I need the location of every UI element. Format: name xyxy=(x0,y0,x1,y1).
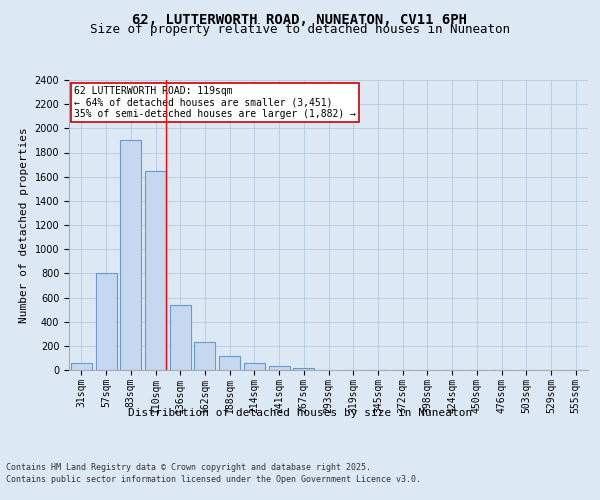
Bar xyxy=(145,170,166,370)
Bar xyxy=(170,304,191,370)
Bar xyxy=(194,342,215,370)
Text: 62, LUTTERWORTH ROAD, NUNEATON, CV11 6PH: 62, LUTTERWORTH ROAD, NUNEATON, CV11 6PH xyxy=(133,12,467,26)
Bar xyxy=(120,140,141,370)
Bar xyxy=(244,363,265,370)
Text: Contains HM Land Registry data © Crown copyright and database right 2025.: Contains HM Land Registry data © Crown c… xyxy=(6,462,371,471)
Bar xyxy=(293,368,314,370)
Text: 62 LUTTERWORTH ROAD: 119sqm
← 64% of detached houses are smaller (3,451)
35% of : 62 LUTTERWORTH ROAD: 119sqm ← 64% of det… xyxy=(74,86,356,119)
Bar xyxy=(95,274,116,370)
Y-axis label: Number of detached properties: Number of detached properties xyxy=(19,127,29,323)
Bar xyxy=(71,364,92,370)
Text: Distribution of detached houses by size in Nuneaton: Distribution of detached houses by size … xyxy=(128,408,472,418)
Text: Contains public sector information licensed under the Open Government Licence v3: Contains public sector information licen… xyxy=(6,475,421,484)
Bar xyxy=(219,356,240,370)
Bar xyxy=(269,366,290,370)
Text: Size of property relative to detached houses in Nuneaton: Size of property relative to detached ho… xyxy=(90,22,510,36)
